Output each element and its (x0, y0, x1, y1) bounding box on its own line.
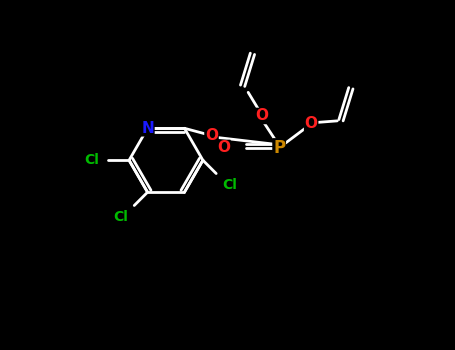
Text: Cl: Cl (84, 153, 99, 167)
Text: Cl: Cl (113, 210, 128, 224)
Text: N: N (141, 121, 154, 136)
Text: O: O (305, 116, 318, 131)
Text: P: P (273, 139, 285, 157)
Text: Cl: Cl (222, 178, 238, 192)
Text: O: O (255, 108, 268, 124)
Text: O: O (205, 128, 218, 143)
Text: O: O (217, 140, 230, 155)
